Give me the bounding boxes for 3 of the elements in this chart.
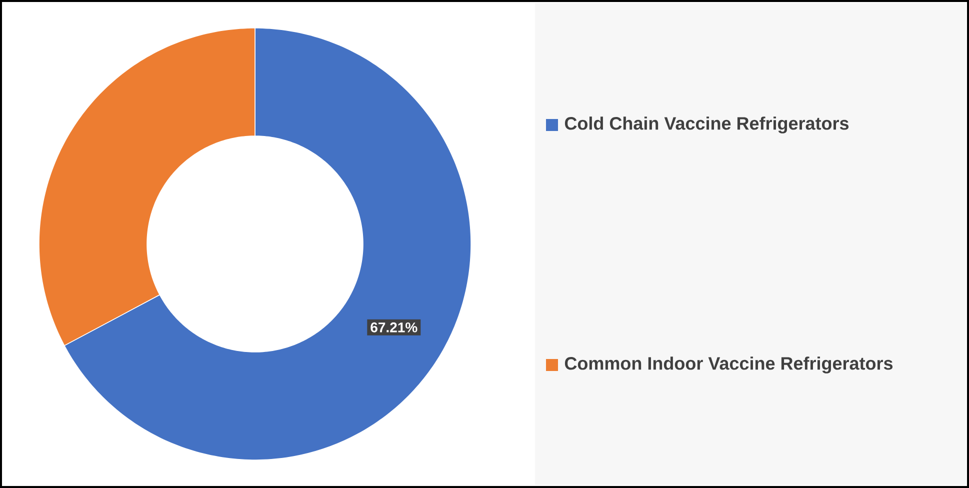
legend-label: Cold Chain Vaccine Refrigerators (564, 116, 849, 134)
data-label: 67.21% (370, 322, 418, 332)
legend-label: Common Indoor Vaccine Refrigerators (564, 356, 893, 374)
